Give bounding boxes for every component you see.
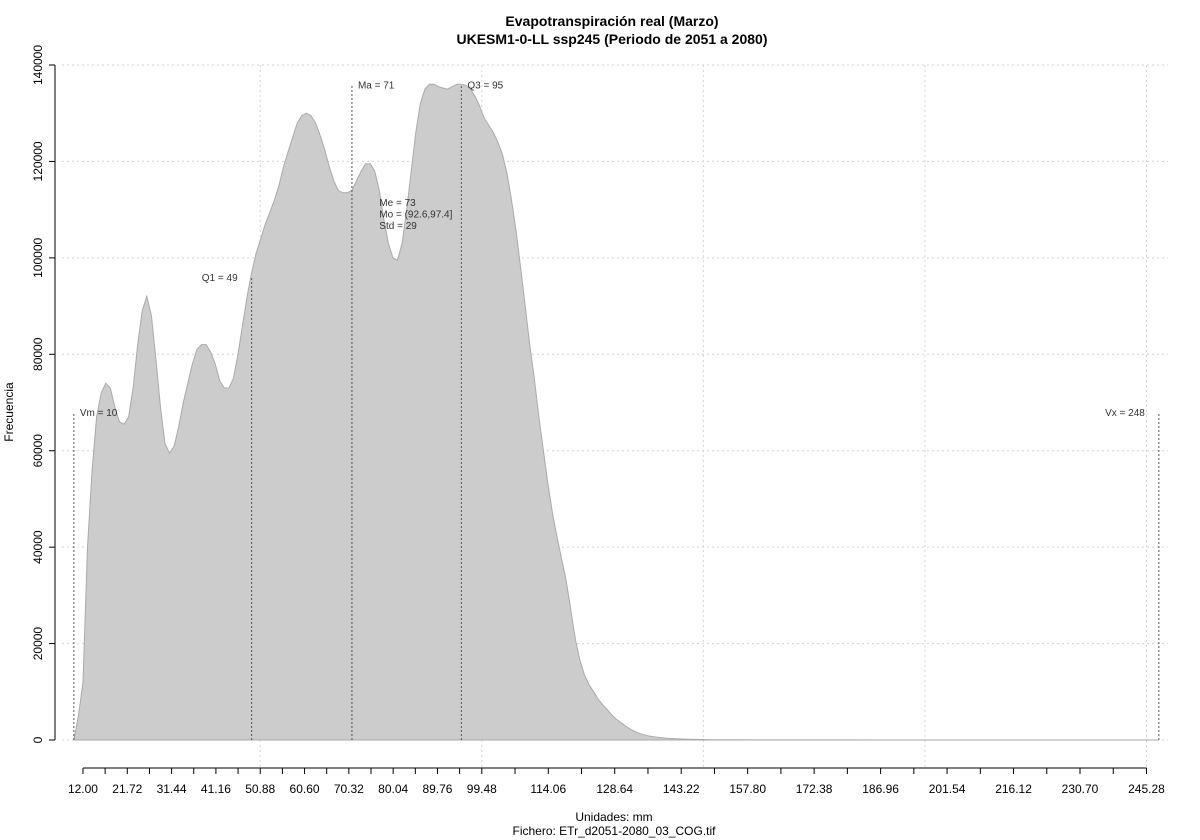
vm-marker-label: Vm = 10	[80, 408, 118, 419]
y-tick-label-1: 20000	[31, 627, 45, 661]
x-tick-label-9: 99.48	[467, 782, 497, 796]
x-tick-label-11: 128.64	[596, 782, 633, 796]
y-tick-label-4: 80000	[31, 337, 45, 371]
y-tick-label-6: 120000	[31, 141, 45, 181]
q1-marker-label: Q1 = 49	[202, 273, 238, 284]
y-tick-label-3: 60000	[31, 434, 45, 468]
x-tick-label-10: 114.06	[530, 782, 566, 796]
x-tick-label-16: 201.54	[929, 782, 966, 796]
x-tick-label-4: 50.88	[245, 782, 275, 796]
x-tick-label-19: 245.28	[1128, 782, 1165, 796]
y-axis-label: Frecuencia	[2, 382, 16, 442]
x-tick-label-1: 21.72	[112, 782, 142, 796]
frequency-area	[73, 83, 1159, 741]
x-tick-label-7: 80.04	[378, 782, 408, 796]
y-tick-label-0: 0	[31, 736, 45, 743]
y-tick-label-7: 140000	[31, 45, 45, 85]
x-axis-label: Unidades: mm	[575, 810, 652, 824]
x-tick-label-12: 143.22	[663, 782, 700, 796]
stats-line-1: Mo = (92.6,97.4]	[379, 210, 452, 221]
stats-line-2: Std = 29	[379, 221, 417, 232]
x-tick-label-14: 172.38	[796, 782, 833, 796]
file-name-footer: Fichero: ETr_d2051-2080_03_COG.tif	[513, 824, 717, 838]
x-tick-label-17: 216.12	[995, 782, 1032, 796]
vx-marker-label: Vx = 248	[1105, 408, 1145, 419]
grid	[62, 64, 1168, 768]
ma-marker-label: Ma = 71	[358, 80, 395, 91]
x-tick-label-3: 41.16	[201, 782, 231, 796]
y-tick-label-2: 40000	[31, 530, 45, 564]
x-tick-label-6: 70.32	[334, 782, 364, 796]
x-tick-label-18: 230.70	[1062, 782, 1099, 796]
chart-title: Evapotranspiración real (Marzo)	[505, 13, 718, 29]
axes: 0 20000 40000 60000 80000 100000 120000 140000 1…	[31, 45, 1165, 796]
stats-line-0: Me = 73	[379, 198, 416, 209]
x-tick-label-13: 157.80	[729, 782, 766, 796]
q3-marker-label: Q3 = 95	[467, 80, 503, 91]
x-tick-label-15: 186.96	[862, 782, 899, 796]
y-tick-label-5: 100000	[31, 238, 45, 278]
x-tick-label-0: 12.00	[68, 782, 98, 796]
x-tick-label-2: 31.44	[157, 782, 187, 796]
x-tick-label-8: 89.76	[422, 782, 452, 796]
marker-lines: Vm = 10 Q1 = 49 Ma = 71 Q3 = 95 Vx = 248	[73, 80, 1160, 740]
x-tick-label-5: 60.60	[290, 782, 320, 796]
chart-subtitle: UKESM1-0-LL ssp245 (Periodo de 2051 a 20…	[457, 31, 768, 47]
